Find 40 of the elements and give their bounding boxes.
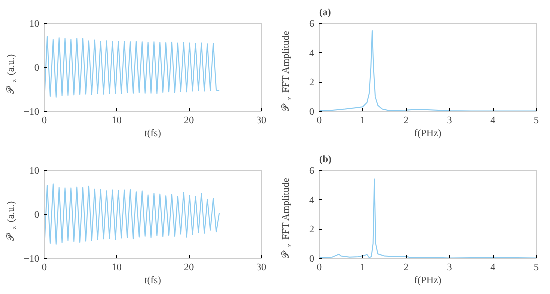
y-tick-label: −10 [24,254,40,265]
x-tick-label: 5 [534,116,539,126]
y-tick-label: 6 [310,166,314,177]
chart-title: (a) [320,8,332,18]
y-tick-label: 6 [310,19,314,30]
x-axis-title: f(PHz) [414,276,442,286]
y-tick-label: 10 [30,19,40,30]
x-tick-label: 4 [490,116,496,126]
x-axis-title: t(fs) [144,128,162,140]
x-tick-label: 30 [256,262,266,274]
x-tick-label: 2 [404,116,409,126]
chart-title: (b) [320,154,332,166]
y-tick-label: 2 [310,78,314,89]
x-tick-label: 1 [360,262,366,274]
y-tick-label: 2 [310,224,314,236]
x-axis-title: f(PHz) [414,128,442,140]
y-tick-label: −10 [24,107,40,118]
y-tick-label: 4 [310,195,314,206]
x-tick-label: 0 [317,116,322,126]
x-tick-label: 4 [490,262,496,274]
x-axis-title: t(fs) [144,276,162,286]
y-tick-label: 0 [310,254,314,265]
y-tick-label: 0 [310,107,314,118]
x-tick-label: 20 [184,116,194,126]
y-tick-label: 10 [30,166,40,177]
x-tick-label: 0 [317,262,322,274]
x-tick-label: 3 [447,116,452,126]
x-tick-label: 5 [534,262,539,274]
x-tick-label: 10 [112,262,122,274]
x-tick-label: 2 [404,262,409,274]
x-tick-label: 1 [360,116,366,126]
x-tick-label: 0 [42,262,47,274]
x-tick-label: 3 [447,262,452,274]
x-tick-label: 20 [184,262,194,274]
x-tick-label: 0 [42,116,47,126]
y-tick-label: 4 [310,48,314,60]
y-tick-label: 0 [34,63,40,74]
x-tick-label: 30 [256,116,266,126]
x-tick-label: 10 [112,116,122,126]
y-tick-label: 0 [34,210,40,221]
